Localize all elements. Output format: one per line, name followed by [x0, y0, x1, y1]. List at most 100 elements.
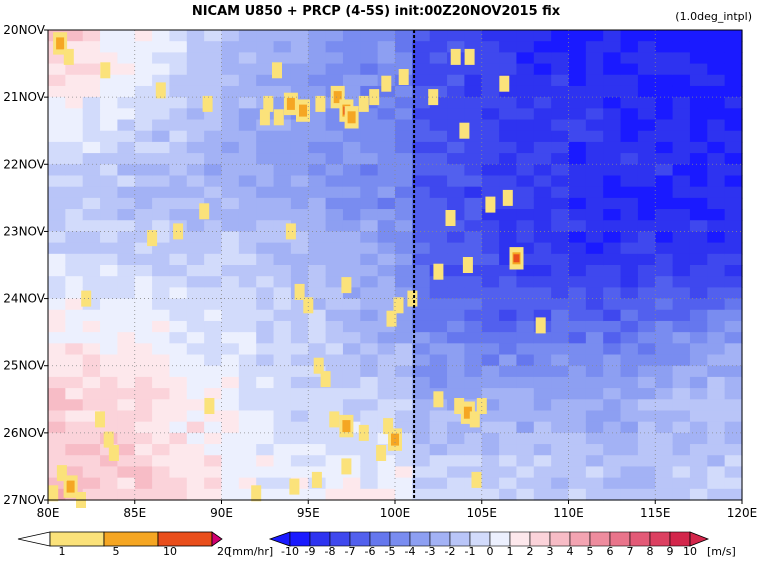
wind-cell: [186, 231, 205, 244]
wind-cell: [48, 253, 66, 266]
wind-cell: [447, 287, 465, 300]
wind-cell: [395, 97, 413, 109]
wind-cell: [603, 253, 622, 266]
wind-cell: [603, 298, 622, 311]
wind-cell: [464, 97, 483, 109]
wind-cell: [290, 488, 309, 501]
wind-cell: [186, 444, 205, 456]
wind-cell: [186, 130, 205, 143]
wind-cell: [516, 354, 535, 367]
wind-cell: [48, 85, 66, 98]
wind-cell: [82, 466, 101, 479]
wind-cell: [499, 444, 518, 456]
wind-cell: [186, 477, 205, 490]
wind-cell: [707, 97, 726, 109]
wind-cell: [342, 399, 361, 412]
wind-cell: [82, 421, 101, 434]
wind-cell: [724, 97, 743, 109]
wind-cell: [533, 410, 552, 423]
wind-cell: [533, 197, 552, 210]
wind-cell: [481, 432, 500, 445]
wind-cell: [238, 164, 257, 177]
precip-cell: [376, 445, 387, 461]
wind-cell: [82, 365, 101, 378]
precip-cell: [66, 480, 75, 493]
wind-cell: [585, 298, 604, 311]
wind-cell: [568, 186, 587, 199]
wind-cell: [481, 242, 500, 255]
wind-cell: [308, 153, 327, 165]
wind-cell: [689, 488, 708, 501]
wind-cell: [620, 309, 639, 322]
wind-cell: [290, 209, 309, 221]
wind-cell: [672, 298, 691, 311]
wind-cell: [308, 410, 327, 423]
wind-cell: [533, 97, 552, 109]
wind-cell: [620, 488, 639, 501]
wind-colorbar-swatch: [649, 531, 671, 547]
wind-cell: [724, 231, 743, 244]
wind-cell: [672, 30, 691, 42]
wind-cell: [620, 231, 639, 244]
wind-cell: [412, 399, 431, 412]
wind-cell: [273, 354, 292, 367]
wind-cell: [256, 466, 275, 479]
wind-cell: [169, 63, 188, 76]
wind-cell: [273, 30, 292, 42]
wind-cell: [360, 410, 379, 423]
wind-cell: [412, 332, 431, 344]
wind-cell: [204, 388, 223, 400]
wind-cell: [724, 444, 743, 456]
wind-cell: [308, 320, 327, 333]
wind-cell: [117, 365, 136, 378]
wind-cell: [65, 455, 84, 468]
wind-cell: [533, 41, 552, 53]
wind-cell: [551, 164, 570, 177]
wind-cell: [429, 186, 448, 199]
wind-cell: [342, 220, 361, 233]
wind-cell: [117, 332, 136, 344]
wind-cell: [342, 242, 361, 255]
wind-cell: [585, 164, 604, 177]
wind-cell: [499, 52, 518, 65]
wind-cell: [620, 63, 639, 76]
wind-cell: [412, 153, 431, 165]
wind-cell: [360, 197, 379, 210]
wind-cell: [429, 276, 448, 288]
wind-cell: [221, 108, 240, 121]
wind-cell: [585, 41, 604, 53]
wind-cell: [152, 197, 171, 210]
wind-cell: [516, 41, 535, 53]
wind-cell: [516, 466, 535, 479]
wind-cell: [533, 186, 552, 199]
wind-cell: [100, 298, 118, 311]
wind-cell: [152, 186, 171, 199]
wind-cell: [238, 376, 257, 389]
wind-cell: [273, 432, 292, 445]
wind-cell: [48, 399, 66, 412]
wind-cell: [273, 421, 292, 434]
wind-cell: [533, 399, 552, 412]
wind-cell: [447, 141, 465, 154]
wind-cell: [273, 343, 292, 356]
wind-cell: [516, 253, 535, 266]
wind-cell: [724, 141, 743, 154]
wind-cell: [620, 265, 639, 277]
precip-cell: [289, 478, 300, 495]
wind-cell: [620, 388, 639, 400]
wind-cell: [117, 220, 136, 233]
wind-cell: [204, 320, 223, 333]
wind-cell: [655, 52, 674, 65]
wind-cell: [204, 477, 223, 490]
wind-cell: [204, 231, 223, 244]
wind-cell: [82, 74, 101, 87]
wind-cell: [412, 175, 431, 188]
wind-cell: [655, 410, 674, 423]
wind-cell: [308, 332, 327, 344]
wind-cell: [290, 455, 309, 468]
wind-cell: [325, 164, 344, 177]
wind-cell: [568, 365, 587, 378]
wind-cell: [533, 276, 552, 288]
wind-cell: [204, 220, 223, 233]
wind-cell: [707, 186, 726, 199]
